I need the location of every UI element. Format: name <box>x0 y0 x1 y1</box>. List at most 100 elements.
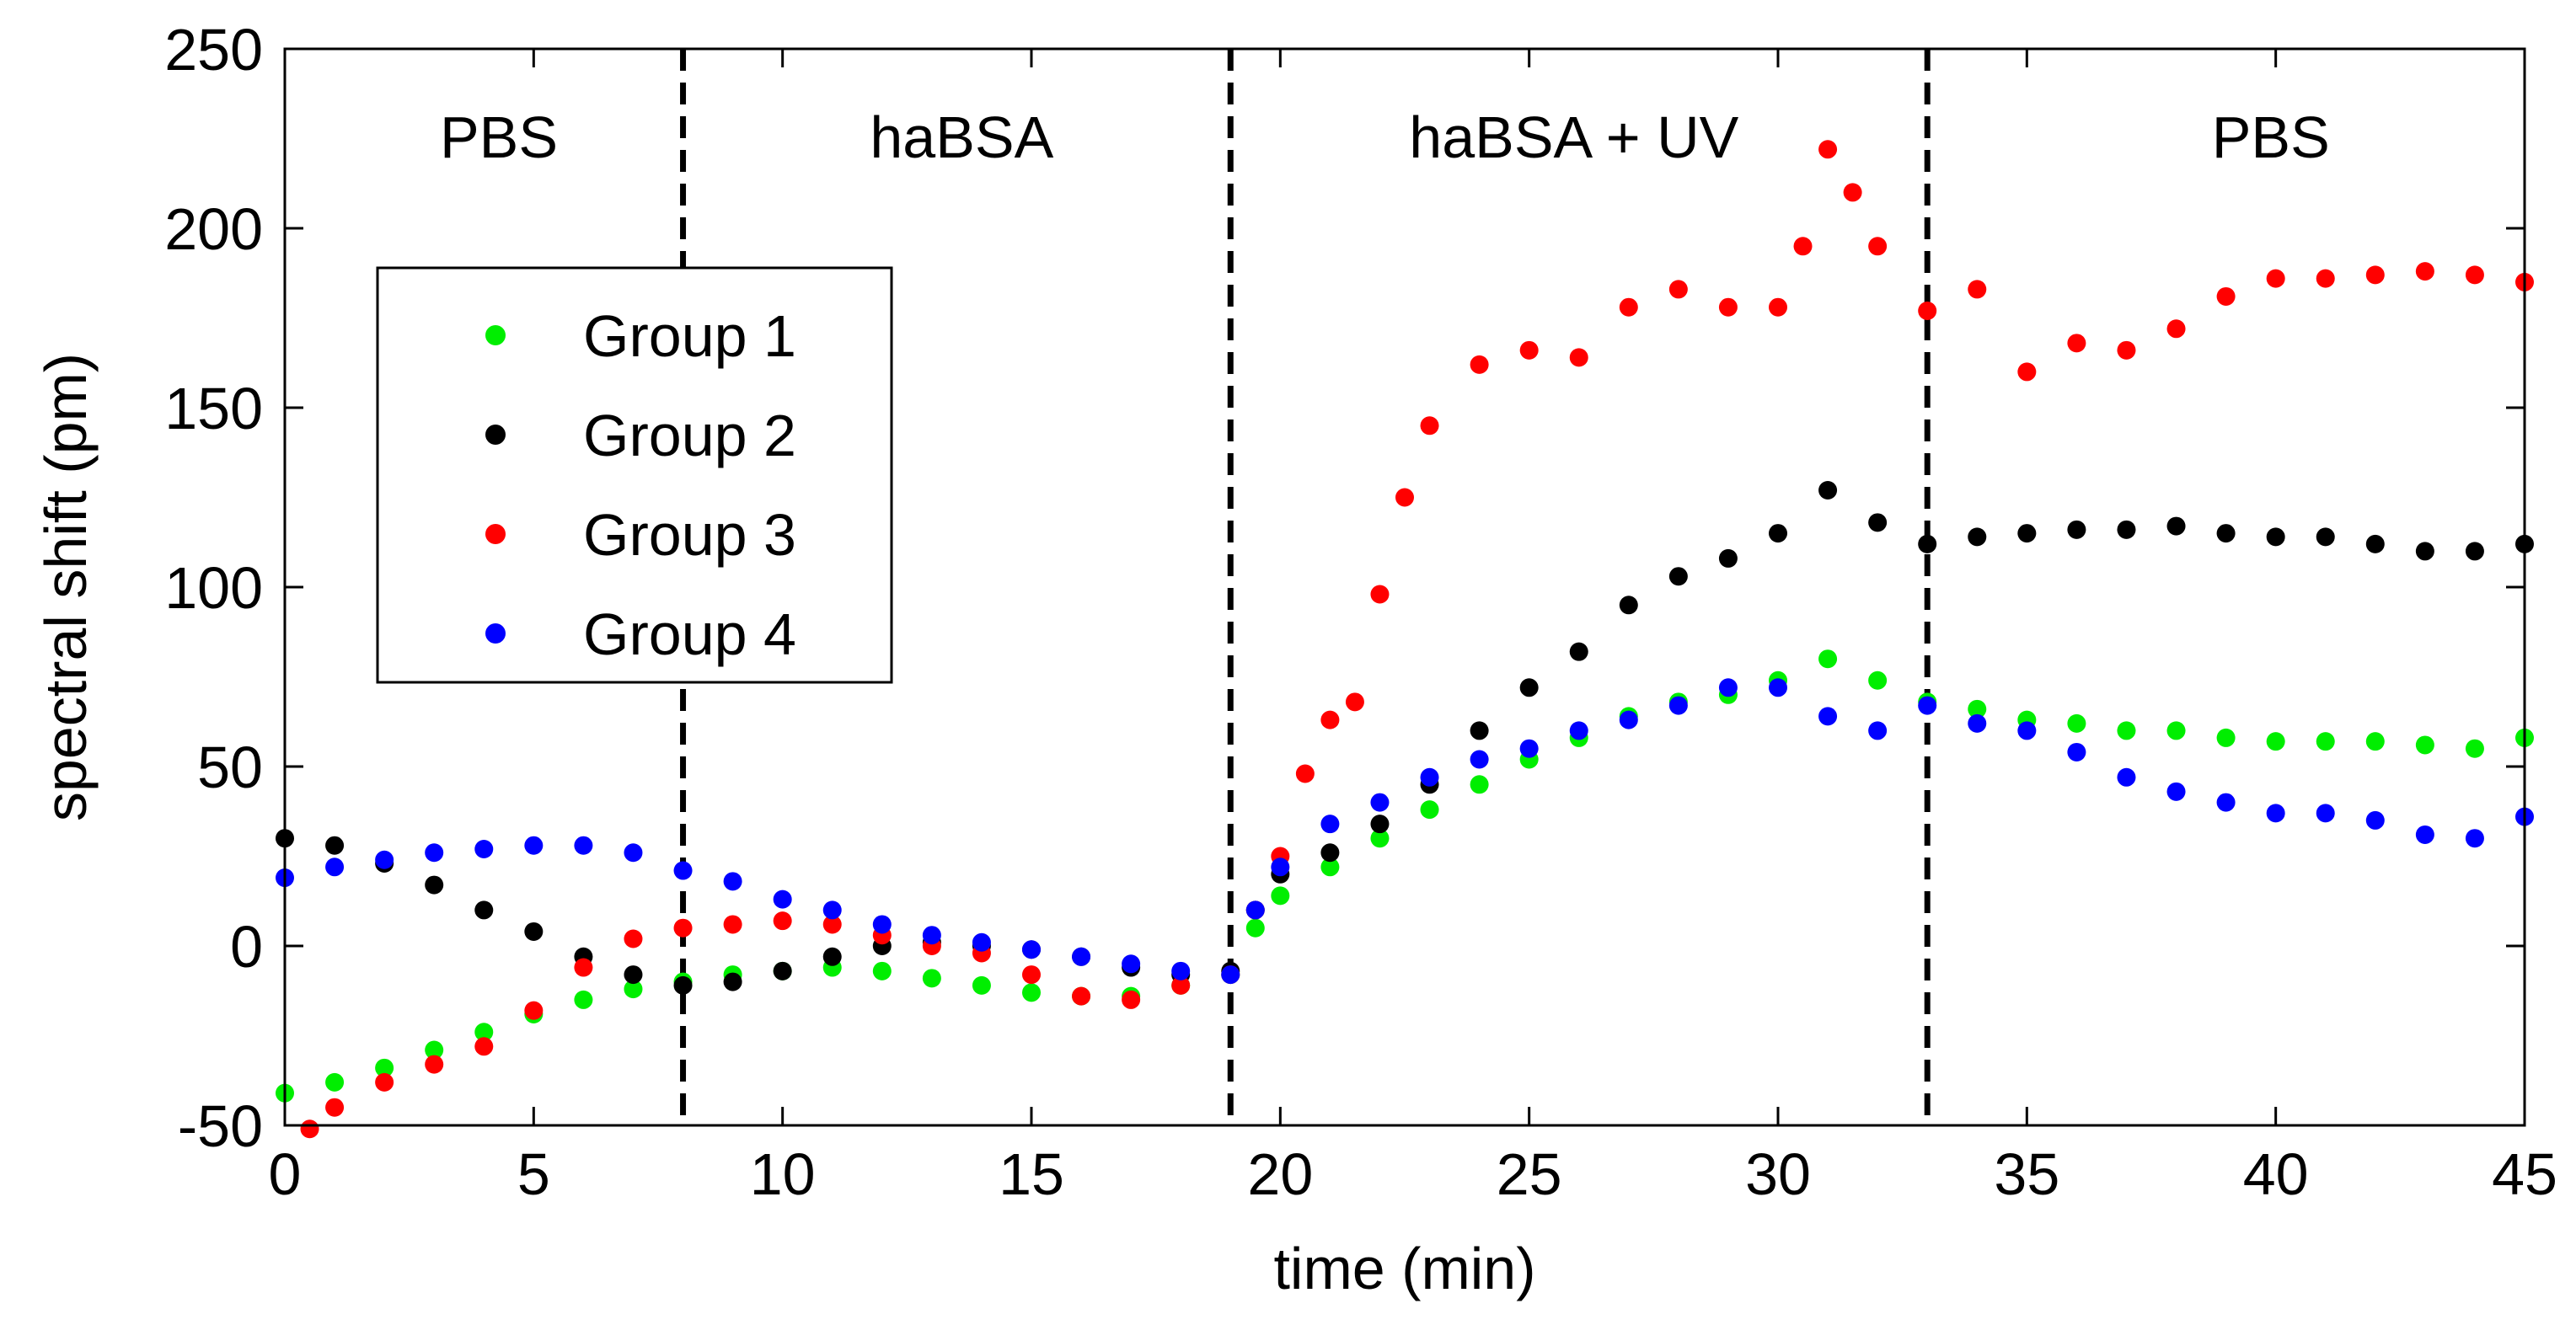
legend-label: Group 3 <box>583 502 796 568</box>
data-point <box>2166 721 2186 740</box>
data-point <box>2316 732 2335 751</box>
data-point <box>2365 732 2385 751</box>
data-point <box>1072 986 1091 1006</box>
data-point <box>673 918 693 938</box>
data-point <box>922 969 941 988</box>
data-point <box>2216 524 2236 543</box>
data-point <box>1968 527 1987 547</box>
x-tick-label: 35 <box>1994 1141 2059 1207</box>
x-axis-title: time (min) <box>1273 1236 1535 1301</box>
y-tick-label: 250 <box>164 17 263 83</box>
data-point <box>673 861 693 880</box>
data-point <box>624 965 643 985</box>
data-point <box>2415 735 2434 755</box>
data-point <box>1668 567 1688 586</box>
series-4 <box>276 678 2534 985</box>
data-point <box>1420 800 1439 820</box>
data-point <box>474 1037 494 1056</box>
data-point <box>425 843 444 863</box>
data-points-layer <box>276 140 2534 1139</box>
data-point <box>2216 286 2236 306</box>
data-point <box>723 915 742 934</box>
phase-label: haBSA <box>870 104 1053 170</box>
data-point <box>2365 534 2385 553</box>
data-point <box>872 915 892 934</box>
data-point <box>1519 340 1539 360</box>
data-point <box>2117 340 2136 360</box>
data-point <box>2266 527 2285 547</box>
y-tick-label: 50 <box>197 735 263 800</box>
data-point <box>1818 480 1838 500</box>
data-point <box>1245 900 1265 920</box>
legend: Group 1 Group 2 Group 3 Group 4 <box>376 266 893 684</box>
data-point <box>2216 728 2236 747</box>
data-point <box>922 926 941 945</box>
data-point <box>2316 269 2335 288</box>
data-point <box>1818 649 1838 669</box>
data-point <box>524 922 544 941</box>
data-point <box>1818 707 1838 726</box>
data-point <box>2166 782 2186 801</box>
data-point <box>574 836 593 855</box>
data-point <box>1769 524 1787 543</box>
data-point <box>773 911 792 931</box>
plot-frame <box>283 47 2526 1127</box>
data-point <box>2117 767 2136 787</box>
data-point <box>2465 829 2484 848</box>
y-tick-label: 200 <box>164 196 263 262</box>
data-point <box>624 929 643 948</box>
data-point <box>325 1098 345 1117</box>
data-point <box>425 1040 444 1060</box>
legend-marker <box>485 524 506 544</box>
data-point <box>2017 524 2037 543</box>
legend-label: Group 4 <box>583 601 796 667</box>
data-point <box>375 1072 394 1092</box>
x-tick-label: 25 <box>1497 1141 1562 1207</box>
legend-marker <box>485 425 506 445</box>
data-point <box>1320 815 1340 834</box>
data-point <box>1370 585 1390 604</box>
y-tick-label: 0 <box>230 914 263 980</box>
x-tick-label: 15 <box>999 1141 1064 1207</box>
data-point <box>1918 696 1937 715</box>
data-point <box>1420 767 1439 787</box>
x-tick-label: 45 <box>2492 1141 2557 1207</box>
data-point <box>375 850 394 869</box>
data-point <box>624 980 643 999</box>
data-point <box>1918 301 1937 320</box>
data-point <box>574 958 593 977</box>
x-tick-label: 30 <box>1745 1141 1811 1207</box>
data-point <box>1843 183 1862 202</box>
data-point <box>1122 954 1141 974</box>
data-point <box>1370 793 1390 812</box>
legend-box <box>376 266 893 684</box>
data-point <box>2266 804 2285 823</box>
data-point <box>1470 355 1489 374</box>
data-point <box>723 972 742 991</box>
data-point <box>1470 750 1489 769</box>
y-tick-label: 100 <box>164 555 263 621</box>
data-point <box>1420 416 1439 435</box>
data-point <box>524 836 544 855</box>
data-point <box>2465 265 2484 285</box>
data-point <box>773 890 792 909</box>
data-point <box>2266 732 2285 751</box>
data-point <box>2017 721 2037 740</box>
data-point <box>822 900 842 920</box>
data-point <box>624 843 643 863</box>
data-point <box>300 1119 319 1139</box>
x-tick-label: 10 <box>750 1141 816 1207</box>
data-point <box>1968 699 1987 719</box>
data-point <box>1718 297 1738 317</box>
data-point <box>872 961 892 980</box>
data-point <box>1122 990 1141 1009</box>
phase-label: PBS <box>440 104 558 170</box>
data-point <box>723 872 742 891</box>
data-point <box>2316 804 2335 823</box>
data-point <box>1395 488 1414 507</box>
data-point <box>1918 534 1937 553</box>
data-point <box>325 1072 345 1092</box>
data-point <box>1668 280 1688 299</box>
